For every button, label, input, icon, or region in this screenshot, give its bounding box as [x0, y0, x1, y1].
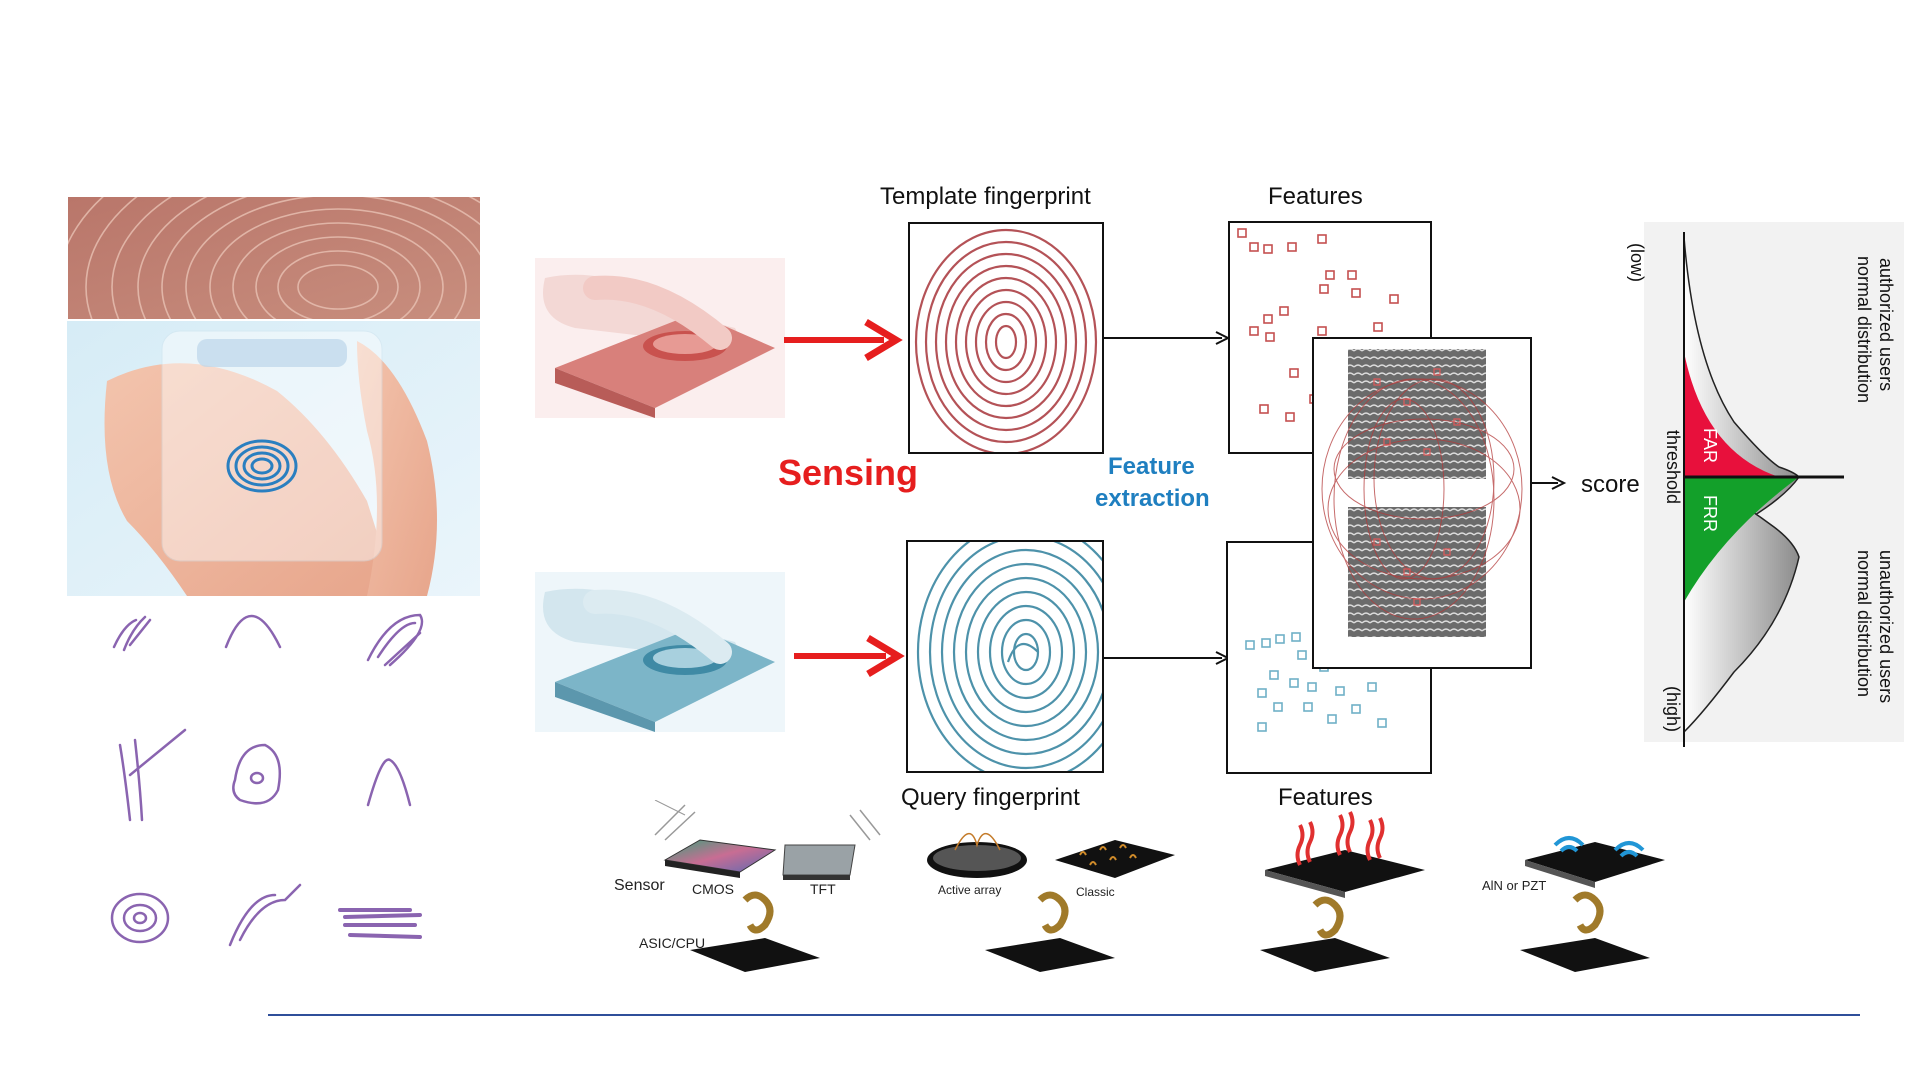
query-fingerprint-label: Query fingerprint: [901, 784, 1080, 811]
sensing-label: Sensing: [778, 452, 919, 493]
sketch-delta: [112, 615, 152, 652]
aln-pzt-label: AlN or PZT: [1482, 878, 1547, 893]
feature-extraction-label-1: Feature: [1108, 453, 1195, 480]
template-fingerprint-label: Template fingerprint: [880, 183, 1091, 210]
sensor-technologies: [654, 800, 1665, 972]
arrow-query-to-features: [1104, 651, 1231, 665]
dist-far-label: FAR: [1700, 428, 1720, 464]
ridge-pattern-sketches: [110, 613, 424, 947]
dist-high-label: (high): [1663, 686, 1683, 733]
dist-authorized-line2: normal distribution: [1854, 256, 1874, 404]
flex-cable-2: [1037, 891, 1069, 934]
dist-authorized-line1: authorized users: [1876, 258, 1896, 392]
thermal-sensor-group: [1260, 811, 1425, 972]
thermal-plate: [1265, 850, 1425, 892]
feature-extraction-label-2: extraction: [1095, 485, 1210, 512]
far-region: [1684, 352, 1779, 477]
sketch-tented-arch: [366, 758, 412, 807]
score-distribution-plot: [1644, 222, 1904, 747]
sketch-spiral-inner: [122, 903, 158, 933]
flex-cable-1: [742, 891, 774, 934]
asic-chip-2: [985, 938, 1115, 972]
arrow-template-to-features: [1104, 331, 1231, 345]
tft-label: TFT: [810, 881, 836, 897]
dist-low-label: (low): [1627, 243, 1647, 282]
frr-region: [1684, 477, 1799, 602]
dist-unauthorized-line2: normal distribution: [1854, 550, 1874, 698]
cmos-label: CMOS: [692, 881, 734, 897]
scanner-red-photo: [535, 258, 785, 418]
sketch-arch: [224, 615, 282, 649]
sketch-core: [118, 728, 187, 822]
ultrasonic-sensor-group: [1520, 836, 1665, 972]
query-fingerprint-box: [906, 520, 1136, 784]
template-fingerprint-box: [908, 222, 1104, 456]
sensing-arrow-top: [784, 318, 903, 362]
asic-label: ASIC/CPU: [639, 935, 706, 951]
score-label: score: [1581, 471, 1640, 498]
flex-cable-4: [1572, 891, 1604, 934]
sensor-label: Sensor: [614, 877, 665, 894]
matching-overlay-box: [1312, 337, 1532, 669]
scanner-blue-photo: [535, 572, 785, 732]
ultrasonic-plate: [1525, 842, 1665, 882]
tft-chip: [782, 844, 856, 876]
asic-chip-3: [1260, 938, 1390, 972]
asic-chip-1: [690, 938, 820, 972]
sensing-arrow-bottom: [794, 634, 905, 678]
hand-scanner-photo: [67, 321, 480, 596]
sketch-spiral-outer: [110, 892, 170, 944]
skin-ridge-photo: [68, 197, 480, 319]
dist-threshold-label: threshold: [1663, 430, 1683, 505]
dist-frr-label: FRR: [1700, 495, 1720, 532]
capacitive-sensor-group: [927, 833, 1175, 972]
optical-sensor-group: [654, 800, 881, 972]
bottom-divider: [268, 1014, 1860, 1016]
sketch-double-loop: [228, 883, 302, 947]
flex-cable-3: [1312, 896, 1344, 939]
classic-label: Classic: [1076, 885, 1115, 899]
sketch-whorl-center: [249, 771, 265, 785]
dist-unauthorized-line1: unauthorized users: [1876, 550, 1896, 704]
features-top-label: Features: [1268, 183, 1363, 210]
features-bottom-label: Features: [1278, 784, 1373, 811]
active-array-label: Active array: [938, 883, 1002, 897]
sketch-spiral-core: [132, 911, 148, 925]
sketch-accidental: [338, 908, 422, 939]
asic-chip-4: [1520, 938, 1650, 972]
sketch-whorl: [232, 743, 282, 805]
sketch-loop: [366, 613, 424, 667]
